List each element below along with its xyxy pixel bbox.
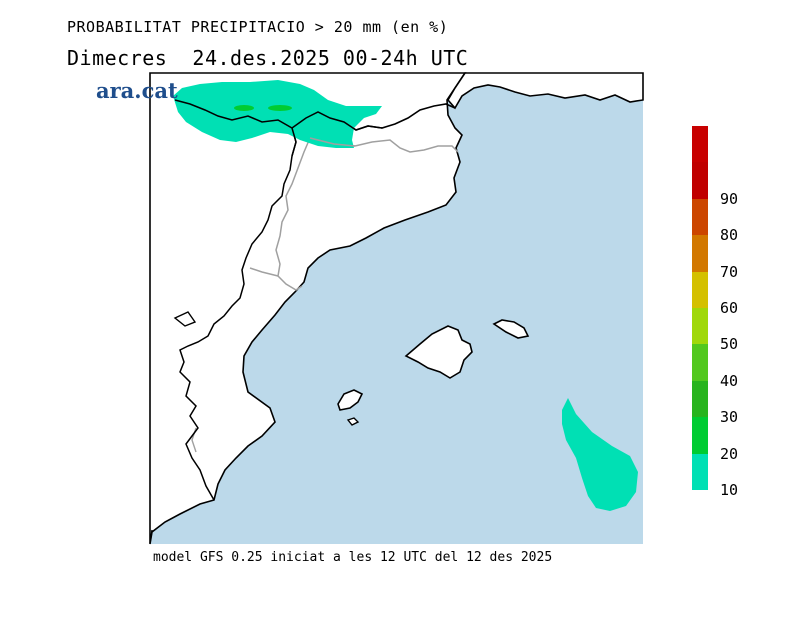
border-catalonia-overlay (309, 137, 356, 147)
border-catalonia-valencia (249, 267, 279, 277)
legend-swatch (692, 417, 708, 454)
legend-label: 60 (720, 299, 739, 317)
legend-swatch (692, 453, 708, 490)
model-footnote: model GFS 0.25 iniciat a les 12 UTC del … (153, 550, 553, 565)
color-legend (692, 126, 708, 490)
border-catalonia-provinces (354, 139, 459, 153)
legend-label: 10 (720, 481, 739, 499)
legend-swatch (692, 198, 708, 236)
legend-swatch (692, 344, 708, 381)
island-eivissa (337, 389, 364, 411)
legend-label: 50 (720, 335, 739, 354)
prob-area-pyrenees-10 (173, 80, 382, 148)
prob-area-pyrenees-20-b (268, 105, 292, 111)
map-subtitle: Dimecres 24.des.2025 00-24h UTC (67, 46, 469, 70)
legend-label: 40 (720, 371, 739, 390)
legend-label: 70 (720, 262, 739, 281)
legend-label: 90 (720, 189, 739, 208)
island-formentera (346, 417, 360, 426)
land-mainland (149, 72, 467, 545)
prob-area-pyrenees-20-a (234, 105, 254, 111)
legend-label: 80 (720, 226, 739, 245)
border-pyrenees-overlay (174, 99, 383, 131)
island-mallorca (404, 325, 473, 379)
legend-label: 30 (720, 408, 739, 427)
islet-west (173, 311, 197, 327)
brand-logo: ara.cat (96, 78, 178, 103)
border-aragon-top-overlay (291, 127, 297, 157)
map-title: PROBABILITAT PRECIPITACIO > 20 mm (en %) (67, 18, 449, 36)
legend-label: 20 (720, 444, 739, 463)
legend-swatch (692, 307, 708, 345)
legend-swatch (692, 162, 708, 199)
border-aragon-west (179, 127, 297, 501)
island-menorca (492, 319, 530, 339)
legend-swatch (692, 271, 708, 308)
coast-detail-west (149, 529, 153, 544)
legend-swatch (692, 380, 708, 418)
legend-swatch (692, 126, 708, 163)
legend-swatch (692, 235, 708, 272)
border-catalonia-aragon (275, 137, 311, 291)
prob-area-sea-10 (562, 398, 638, 511)
